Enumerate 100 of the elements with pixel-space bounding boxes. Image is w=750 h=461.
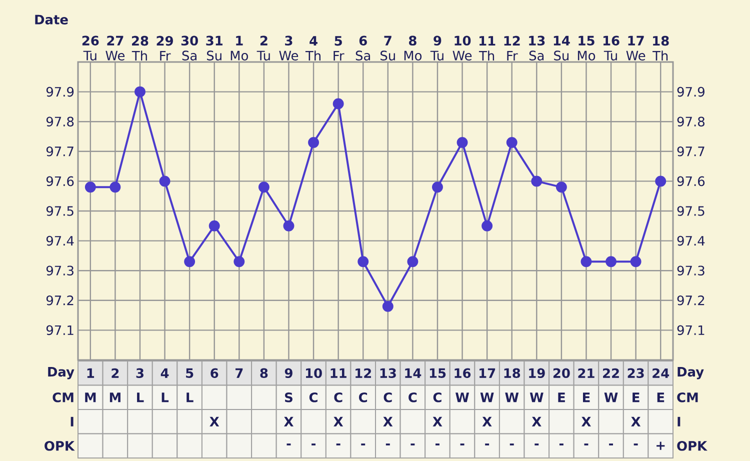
y-tick-label: OPK [44,440,75,451]
text: W [604,392,618,402]
x-tick-label: 2 Tu [256,36,270,60]
text: + [656,442,665,450]
text: 15 [430,368,446,378]
point [630,256,642,268]
y2-tick-label: CM [677,392,698,402]
text: C [408,392,417,402]
x-tick-label: 9 Tu [430,36,444,60]
x-tick-label: 27 We [106,36,125,60]
y2-tick-label: 97.3 [677,266,704,276]
text: - [386,444,390,446]
y2-tick-label: 97.5 [677,206,704,216]
y2-tick-label: 97.8 [677,116,704,126]
text: M [110,392,120,402]
text: X [532,416,542,426]
text: C [384,392,392,402]
y2-tick-label: 97.7 [677,146,704,156]
x-tick-label: 29 Fr [156,36,173,60]
text: E [632,392,640,402]
text: L [162,392,169,402]
text: L [137,392,144,402]
y2-tick-label: 97.9 [677,86,704,97]
text: - [312,444,316,446]
y-tick-label: I [70,416,74,426]
x-tick-label: 11 Th [478,36,496,60]
text: 11 [330,368,346,378]
y2-tick-label: Day [678,367,704,380]
text: S [285,392,292,402]
point [84,182,96,193]
y-tick-label: 97.6 [46,176,74,186]
x-tick-label: 7 Su [380,36,395,60]
text: 12 [356,368,372,378]
text: 20 [553,368,570,378]
y2-tick-label: 97.6 [677,176,705,186]
point [456,136,468,148]
x-tick-label: 6 Sa [356,36,370,60]
point [531,176,542,187]
point [308,136,320,148]
x-tick-label: 28 Th [132,36,148,60]
x-tick-label: 13 Sa [529,36,545,60]
x-tick-label: 5 Fr [334,36,344,60]
point [506,136,518,148]
text: 13 [380,368,396,378]
text: 1 [87,368,94,378]
point [258,182,270,193]
point [482,220,493,232]
text: 17 [480,368,496,378]
text: L [186,392,194,402]
text: C [433,392,442,402]
text: 2 [112,368,119,378]
point [332,98,344,110]
text: 22 [603,368,619,378]
point [234,256,245,268]
y-tick-label: CM [52,392,74,402]
x-tick-label: 1 Mo [230,36,248,60]
y-tick-label: 97.9 [46,86,74,97]
point [580,256,592,268]
point [407,256,418,268]
text: X [432,416,442,426]
text: C [334,392,342,402]
text: 5 [186,368,194,378]
y2-tick-label: 97.4 [677,236,705,246]
y2-tick-label: 97.1 [677,325,704,336]
text: - [361,444,366,446]
text: X [482,416,492,426]
text: - [460,444,464,446]
x-tick-label: 10 We [452,36,472,60]
text: W [456,392,470,402]
x-tick-label: 26 Tu [82,36,99,60]
text: W [480,392,494,402]
point [606,256,617,268]
y-tick-label: 97.1 [46,325,74,336]
text: M [85,392,96,402]
text: X [581,416,591,426]
x-tick-label: 30 Sa [181,36,198,60]
text: X [334,416,344,426]
text: - [436,444,440,446]
text: X [210,416,220,426]
text: 7 [236,368,243,378]
y-tick-label: 97.4 [46,236,74,246]
text: E [558,392,565,402]
text: C [359,392,368,402]
text: C [309,392,318,402]
point [283,220,294,232]
x-tick-label: 18 Th [652,36,669,60]
point [358,256,369,268]
text: W [505,392,519,402]
text: - [410,444,415,446]
point [655,176,666,187]
x-tick-label: 15 Mo [578,36,596,60]
x-tick-label: 14 Su [554,36,570,60]
x-axis-title: Date [35,14,68,24]
point [159,176,170,187]
text: 14 [405,368,422,378]
text: 9 [284,368,292,378]
text: W [530,392,544,402]
x-tick-label: 4 Th [305,36,320,60]
x-tick-label: 3 We [279,36,298,60]
point [556,182,567,193]
